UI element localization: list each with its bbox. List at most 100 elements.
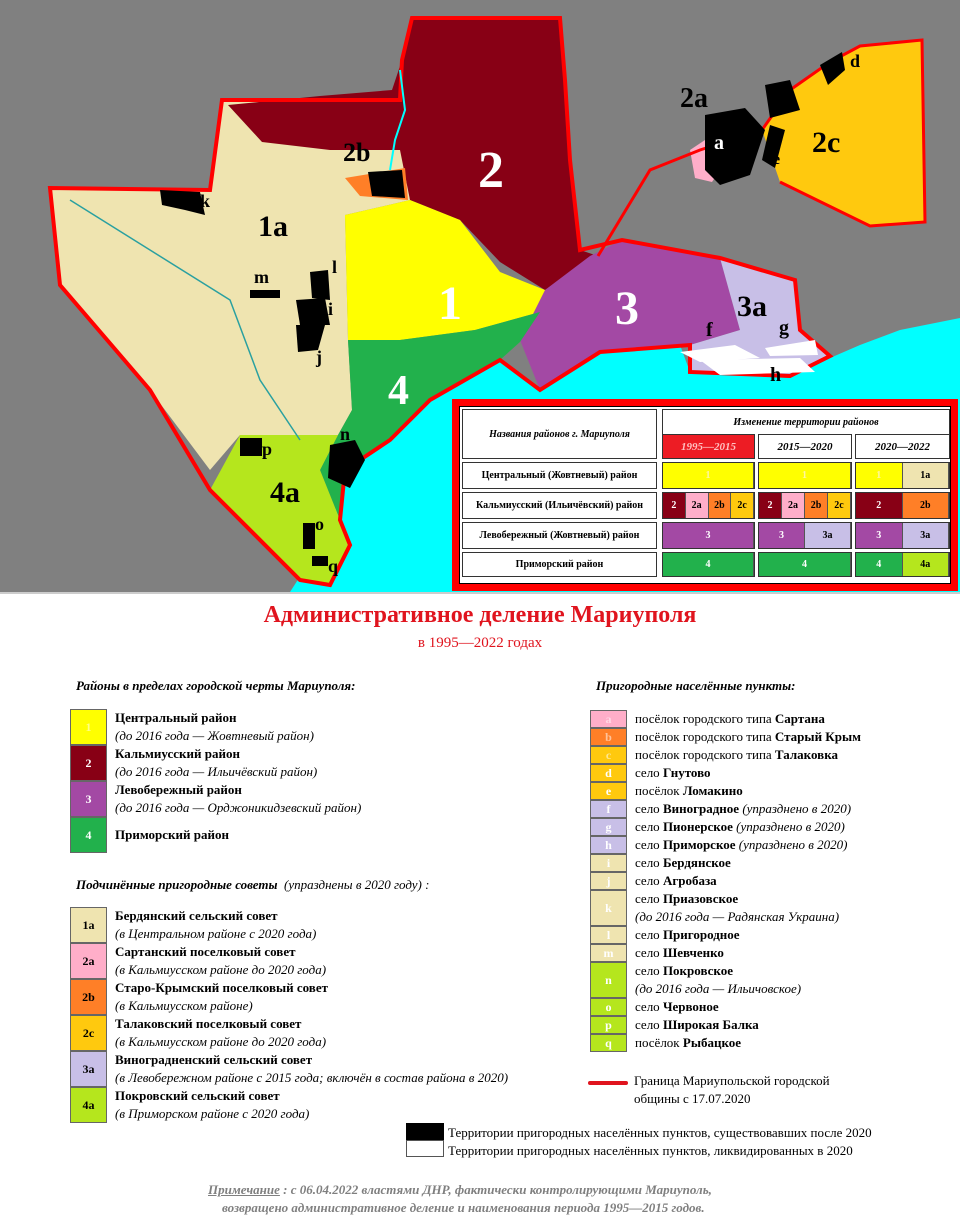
settlement-name: Приморское [662,837,736,852]
district-note: (до 2016 года — Ильичёвский район) [115,764,318,779]
map-label-d: d [850,51,861,71]
item-text: село Широкая Балка [627,1016,759,1034]
district-legend-item: 2 Кальмиусский район (до 2016 года — Ильич… [70,745,317,781]
settlement-m [250,290,280,298]
swatch-3: 3 [70,781,107,817]
table-cell-2: 2 [856,493,903,518]
table-cell-2: 2 [759,493,782,518]
settlement-type: посёлок городского типа [635,711,772,726]
district-name: Кальмиусский район [115,746,240,761]
note-label: Примечание [208,1182,280,1197]
council-name: Старо-Крымский поселковый совет [115,980,328,995]
map-label-m: m [254,267,269,287]
settlement-legend-item: f село Виноградное (упразднено в 2020) [590,800,851,818]
swatch-i: i [590,854,627,872]
item-text: посёлок городского типа Сартана [627,710,825,728]
settlement-c [765,80,800,118]
table-cell-4: 4 [856,553,903,576]
map-label-2: 2 [478,142,504,199]
item-text: посёлок Рыбацкое [627,1034,741,1052]
map-label-e: e [773,151,781,168]
map-label-l: l [332,257,338,277]
region-4 [320,312,540,520]
swatch-d: d [590,764,627,782]
settlement-name: Старый Крым [774,729,861,744]
map-label-j: j [316,347,322,367]
swatch-2b: 2b [70,979,107,1015]
table-cell-2b: 2b [805,493,828,518]
settlement-name: Агробаза [662,873,717,888]
table-name-header: Названия районов г. Мариуполя [462,409,657,459]
map-label-c: c [778,94,786,114]
swatch-2: 2 [70,745,107,781]
map-label-b: b [375,171,386,191]
table-period-2: 2020—2022 [855,434,950,459]
settlement-line: село Пригородное [635,926,740,944]
table-cell: 4 [662,552,755,577]
settlement-legend-item: j село Агробаза [590,872,717,890]
table-cell: 2 2b [855,492,950,519]
settlement-name: Бердянское [662,855,731,870]
map-label-i: i [328,299,334,319]
council-name: Покровский сельский совет [115,1088,280,1103]
settlement-line: село Червоное [635,998,719,1016]
council-note: (в Центральном районе с 2020 года) [115,926,317,941]
table-cell: 4 4a [855,552,950,577]
settlement-line: село Бердянское [635,854,731,872]
swatch-1a: 1a [70,907,107,943]
settlement-legend-item: b посёлок городского типа Старый Крым [590,728,861,746]
councils-heading-text: Подчинённые пригородные советы [76,877,278,892]
district-note: (до 2016 года — Орджоникидзевский район) [115,800,362,815]
table-cell-3: 3 [663,523,754,548]
settlement-line: село Широкая Балка [635,1016,759,1034]
map-label-4: 4 [388,368,409,414]
table-cell-1: 1 [856,463,903,488]
settlements-existing [160,52,845,566]
settlement-name: Пионерское [662,819,733,834]
settlement-f [680,345,760,362]
settlement-line: село Агробаза [635,872,717,890]
item-text: село Приазовское (до 2016 года — Радянска… [627,890,839,926]
map-label-n: n [340,424,351,444]
table-cell-4: 4 [663,553,754,576]
note-text: : с 06.04.2022 властями ДНР, фактически … [279,1182,712,1197]
settlement-legend-item: m село Шевченко [590,944,724,962]
settlement-name: Рыбацкое [682,1035,742,1050]
settlement-n [328,440,365,488]
item-text: село Виноградное (упразднено в 2020) [627,800,851,818]
settlement-k [160,190,205,215]
settlement-line: посёлок Ломакино [635,782,743,800]
item-text: село Покровское (до 2016 года — Ильичовск… [627,962,801,998]
swatch-m: m [590,944,627,962]
settlement-type: посёлок [635,783,680,798]
settlement-name: Гнутово [662,765,711,780]
settlement-name: Червоное [662,999,719,1014]
item-text: Талаковский поселковый совет (в Кальмиусс… [107,1015,326,1051]
council-legend-item: 3a Виноградненский сельский совет (в Левоб… [70,1051,508,1087]
settlement-name: Ломакино [682,783,743,798]
item-text: село Шевченко [627,944,724,962]
council-note: (в Кальмиусском районе) [115,998,253,1013]
map-label-p: p [262,439,273,459]
settlement-legend-item: e посёлок Ломакино [590,782,743,800]
map-label-k: k [200,191,211,211]
table-row-name: Кальмиусский (Ильичёвский) район [462,492,657,519]
table-row-name: Приморский район [462,552,657,577]
page-title: Административное деление Мариуполя [263,602,697,628]
existing-label: Территории пригородных населённых пункто… [448,1125,872,1140]
councils-heading-note: (упразднены в 2020 году) : [284,877,430,892]
council-legend-item: 1a Бердянский сельский совет (в Центрально… [70,907,316,943]
boundary-line-swatch [588,1081,628,1085]
swatch-l: l [590,926,627,944]
swatch-2c: 2c [70,1015,107,1051]
settlement-line: село Приазовское [635,890,839,908]
table-cell: 3 3a [758,522,852,549]
council-note: (в Кальмиусском районе до 2020 года) [115,1034,327,1049]
swatch-c: c [590,746,627,764]
settlement-a [705,108,765,185]
settlement-type: село [635,801,660,816]
item-text: Бердянский сельский совет (в Центральном … [107,907,316,943]
settlement-p [240,438,262,456]
council-legend-item: 2b Старо-Крымский поселковый совет (в Каль… [70,979,328,1015]
item-text: село Пионерское (упразднено в 2020) [627,818,845,836]
